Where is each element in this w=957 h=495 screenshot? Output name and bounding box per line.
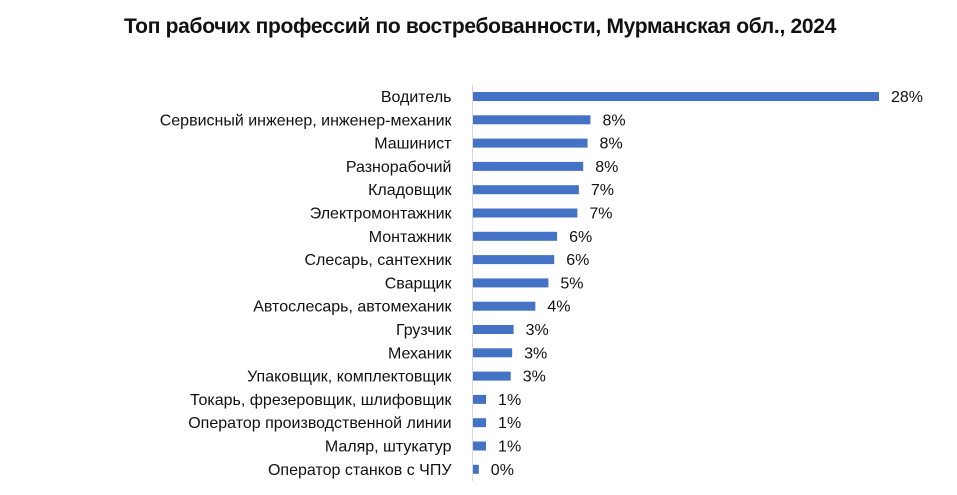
category-label: Токарь, фрезеровщик, шлифовщик <box>190 392 453 409</box>
category-label: Автослесарь, автомеханик <box>253 299 452 316</box>
category-label: Машинист <box>374 136 452 153</box>
data-label: 3% <box>524 345 547 362</box>
bar <box>473 464 479 474</box>
bar <box>473 301 536 311</box>
data-label: 3% <box>526 322 549 339</box>
data-label: 8% <box>595 159 618 176</box>
chart-title: Топ рабочих профессий по востребованност… <box>123 15 837 38</box>
bar <box>473 208 578 218</box>
bar <box>473 371 511 381</box>
bar <box>473 138 588 148</box>
category-label: Разнорабочий <box>346 159 452 176</box>
data-label: 28% <box>891 89 923 106</box>
data-label: 0% <box>491 462 514 479</box>
category-label: Оператор производственной линии <box>188 415 451 432</box>
data-label: 5% <box>560 275 583 292</box>
category-label: Грузчик <box>396 322 453 339</box>
category-label: Сварщик <box>385 275 453 292</box>
data-label: 1% <box>498 392 521 409</box>
category-label: Механик <box>388 345 453 362</box>
category-label: Электромонтажник <box>310 206 453 223</box>
bar <box>473 441 487 451</box>
data-label: 1% <box>498 439 521 456</box>
category-label: Маляр, штукатур <box>325 439 452 456</box>
bar <box>473 418 487 428</box>
data-label: 3% <box>523 369 546 386</box>
bar <box>473 161 584 171</box>
bar <box>473 348 513 358</box>
bar <box>473 394 487 404</box>
data-label: 1% <box>498 415 521 432</box>
data-label: 4% <box>547 299 570 316</box>
category-label: Слесарь, сантехник <box>304 252 452 269</box>
bar <box>473 278 549 288</box>
category-label: Кладовщик <box>368 182 452 199</box>
bar <box>473 231 558 241</box>
category-label: Сервисный инженер, инженер-механик <box>160 112 453 129</box>
category-label: Упаковщик, комплектовщик <box>247 369 452 386</box>
data-label: 7% <box>589 206 612 223</box>
bar <box>473 92 879 101</box>
data-label: 6% <box>569 229 592 246</box>
bar <box>473 115 591 125</box>
category-label: Оператор станков с ЧПУ <box>268 462 452 479</box>
bar <box>473 325 514 334</box>
bar <box>473 255 555 265</box>
data-label: 8% <box>600 136 623 153</box>
bar <box>473 185 579 195</box>
category-label: Монтажник <box>369 229 453 246</box>
data-label: 6% <box>566 252 589 269</box>
category-label: Водитель <box>381 89 452 106</box>
data-label: 8% <box>602 112 625 129</box>
data-label: 7% <box>591 182 614 199</box>
